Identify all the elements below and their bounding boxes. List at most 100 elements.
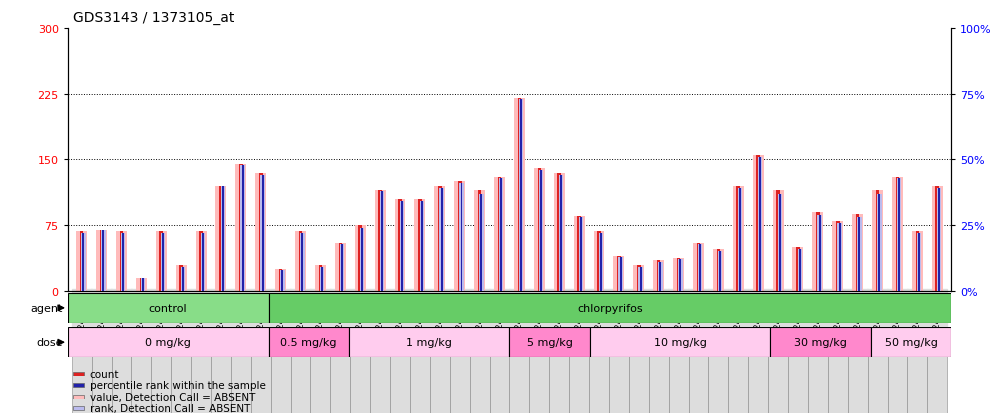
Bar (379, 192, 384, 291)
Bar (82, 233, 86, 291)
Text: 5 mg/kg: 5 mg/kg (527, 337, 573, 347)
Bar (494, 178, 505, 291)
Text: 1 mg/kg: 1 mg/kg (406, 337, 452, 347)
Bar (728, 291, 748, 413)
Bar (839, 223, 841, 291)
Bar (380, 192, 382, 291)
Bar (708, 291, 728, 413)
Bar (83, 233, 85, 291)
Bar (269, 293, 951, 323)
Bar (262, 176, 264, 291)
Bar (917, 233, 921, 291)
Bar (856, 214, 860, 291)
Bar (474, 191, 485, 291)
Bar (771, 328, 871, 357)
Bar (937, 189, 941, 291)
Bar (578, 217, 581, 291)
Bar (659, 262, 661, 291)
Bar (699, 244, 701, 291)
Bar (733, 186, 744, 291)
Bar (490, 291, 510, 413)
Bar (853, 214, 864, 291)
Bar (819, 215, 821, 291)
Bar (339, 243, 342, 291)
Bar (620, 257, 622, 291)
Bar (915, 232, 919, 291)
Bar (239, 164, 243, 291)
Bar (394, 199, 405, 291)
Bar (341, 244, 343, 291)
Bar (182, 268, 184, 291)
Bar (180, 268, 185, 291)
Bar (141, 278, 145, 291)
Bar (609, 291, 628, 413)
Text: rank, Detection Call = ABSENT: rank, Detection Call = ABSENT (90, 404, 250, 413)
Bar (554, 173, 565, 291)
Bar (748, 291, 768, 413)
Bar (291, 291, 311, 413)
Bar (599, 233, 603, 291)
Bar (122, 233, 125, 291)
Bar (430, 291, 450, 413)
Bar (74, 383, 84, 387)
Text: GDS3143 / 1373105_at: GDS3143 / 1373105_at (73, 11, 234, 25)
Bar (510, 291, 529, 413)
Bar (175, 265, 186, 291)
Bar (698, 244, 702, 291)
Bar (848, 291, 868, 413)
Bar (480, 194, 482, 291)
Bar (259, 173, 263, 291)
Text: 30 mg/kg: 30 mg/kg (794, 337, 848, 347)
Text: chlorpyrifos: chlorpyrifos (577, 303, 642, 313)
Bar (560, 176, 562, 291)
Bar (718, 252, 722, 291)
Text: 0.5 mg/kg: 0.5 mg/kg (281, 337, 337, 347)
Bar (679, 260, 681, 291)
Bar (529, 291, 549, 413)
Bar (519, 100, 523, 291)
Bar (440, 189, 442, 291)
Bar (768, 291, 788, 413)
Bar (76, 232, 87, 291)
Bar (179, 265, 183, 291)
Bar (756, 156, 760, 291)
Bar (877, 194, 881, 291)
Bar (836, 221, 840, 291)
Bar (569, 291, 589, 413)
Bar (813, 212, 824, 291)
Bar (275, 269, 286, 291)
Bar (420, 202, 422, 291)
Bar (68, 293, 269, 323)
Bar (798, 249, 802, 291)
Bar (300, 233, 305, 291)
Bar (361, 228, 363, 291)
Bar (355, 225, 366, 291)
Bar (618, 256, 621, 291)
Bar (619, 257, 622, 291)
Bar (155, 232, 166, 291)
Bar (450, 291, 470, 413)
Bar (639, 268, 641, 291)
Bar (935, 186, 939, 291)
Bar (559, 176, 563, 291)
Bar (191, 291, 211, 413)
Bar (696, 243, 700, 291)
Bar (590, 328, 771, 357)
Bar (282, 270, 284, 291)
Bar (773, 191, 784, 291)
Bar (162, 233, 164, 291)
Bar (479, 194, 484, 291)
Bar (235, 164, 246, 291)
Bar (219, 186, 223, 291)
Bar (776, 191, 780, 291)
Bar (74, 395, 84, 399)
Bar (678, 260, 682, 291)
Bar (311, 291, 331, 413)
Bar (438, 186, 441, 291)
Bar (92, 291, 112, 413)
Bar (808, 291, 828, 413)
Bar (220, 186, 225, 291)
Bar (828, 291, 848, 413)
Bar (120, 232, 124, 291)
Bar (932, 186, 943, 291)
